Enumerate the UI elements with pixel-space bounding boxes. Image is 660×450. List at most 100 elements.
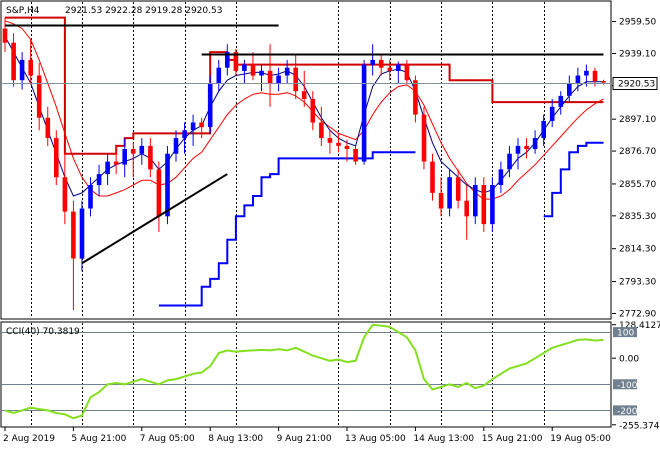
candle-body	[284, 67, 290, 76]
envelope-upper-segment	[5, 16, 604, 155]
trendline[interactable]	[81, 173, 228, 265]
candle-body	[558, 95, 564, 107]
candle-body	[455, 177, 461, 201]
candle-body	[575, 75, 581, 84]
price-tick-label: 2939.10	[619, 49, 656, 59]
candle-body	[490, 185, 495, 225]
candle-body	[139, 145, 145, 154]
price-tick-label: 2772.90	[619, 309, 656, 319]
candle-body	[45, 117, 51, 139]
cci-tick-label: -200	[617, 407, 638, 417]
candle-body	[165, 153, 170, 217]
candle-body	[71, 211, 76, 259]
candle-body	[62, 177, 68, 212]
cci-level-tag	[613, 379, 637, 390]
time-tick-label: 15 Aug 21:00	[482, 434, 543, 444]
candle-body	[267, 70, 273, 84]
time-tick-label: 9 Aug 21:00	[277, 434, 332, 444]
price-panel-border	[0, 0, 612, 320]
price-axis[interactable]: 2959.502939.102918.502897.102876.702855.…	[612, 18, 658, 320]
candle-body	[567, 83, 572, 96]
candle-body	[592, 70, 598, 81]
candle-body	[532, 138, 538, 150]
candle-body	[242, 64, 247, 71]
candle-body	[413, 80, 418, 115]
cci-tick-label: 0.00	[619, 355, 639, 365]
candle-body	[601, 81, 606, 83]
candle-body	[216, 67, 222, 84]
time-tick-label: 2 Aug 2019	[3, 434, 55, 444]
candle-body	[113, 161, 119, 165]
cci-label: CCI(40) 70.3819	[6, 327, 80, 337]
candle-body	[122, 149, 127, 165]
candle-body	[319, 122, 324, 139]
cci-level-tag	[613, 327, 637, 338]
candle-body	[473, 185, 478, 217]
candle-body	[387, 67, 393, 71]
candle-body	[250, 64, 256, 76]
time-tick-label: 7 Aug 05:00	[140, 434, 195, 444]
price-tick-label: 2876.70	[619, 147, 656, 157]
price-tick-label: 2793.30	[619, 278, 656, 288]
price-tick-label: 2814.30	[619, 245, 656, 255]
price-tick-label: 2897.10	[619, 115, 656, 125]
candle-body	[336, 142, 341, 146]
candle-body	[36, 75, 42, 118]
candle-body	[515, 145, 521, 154]
candle-body	[173, 138, 179, 154]
candle-body	[259, 70, 264, 76]
time-tick-label: 14 Aug 13:00	[413, 434, 474, 444]
candle-body	[481, 185, 487, 225]
candle-body	[96, 174, 102, 186]
candle-body	[148, 145, 153, 170]
current-price-tag	[612, 77, 658, 90]
time-axis[interactable]: 2 Aug 2019 5 Aug 21:00 7 Aug 05:00 8 Aug 13…	[3, 427, 611, 444]
candle-body	[199, 122, 204, 128]
candle-body	[79, 208, 85, 259]
cci-tick-label: 128.4127	[619, 321, 660, 331]
time-tick-label: 8 Aug 13:00	[208, 434, 263, 444]
time-tick-label: 19 Aug 05:00	[550, 434, 611, 444]
candle-body	[207, 83, 213, 128]
price-tick-label: 2835.30	[619, 212, 656, 222]
candle-body	[301, 91, 307, 99]
candle-body	[19, 59, 25, 81]
candle-body	[327, 138, 333, 143]
candle-body	[130, 149, 136, 154]
cci-tick-label: -100	[617, 381, 638, 391]
candle-body	[2, 28, 8, 43]
candle-body	[310, 99, 316, 123]
cci-tick-label: 100	[617, 329, 634, 339]
candle-body	[233, 52, 239, 71]
candle-body	[541, 120, 546, 139]
cci-level-tag	[613, 405, 637, 416]
price-panel[interactable]: S&P,H4 2921.53 2922.28 2919.28 2920.53	[0, 0, 612, 320]
cci-levels	[1, 332, 611, 411]
price-tick-label: 2959.50	[619, 18, 656, 28]
price-tick-label: 2855.70	[619, 180, 656, 190]
candle-body	[396, 64, 401, 71]
candle-body	[404, 64, 410, 81]
candle-body	[498, 169, 504, 185]
candle-body	[276, 75, 281, 84]
horizontal-lines[interactable]	[5, 24, 604, 56]
candle-body	[156, 169, 162, 217]
cci-panel[interactable]: CCI(40) 70.3819	[0, 321, 612, 428]
candle-body	[28, 59, 33, 76]
cci-tick-label: -255.3744	[619, 421, 660, 431]
envelope-upper-line	[5, 16, 604, 155]
chart-symbol: S&P,H4	[6, 6, 40, 16]
candle-body	[293, 67, 298, 92]
candle-body	[11, 42, 16, 81]
cci-series-line	[4, 323, 604, 420]
candle-body	[524, 145, 529, 149]
candle-body	[353, 149, 358, 162]
support-trendline[interactable]	[81, 173, 228, 265]
candle-body	[344, 145, 350, 149]
candle-body	[182, 130, 187, 139]
candle-body	[361, 64, 367, 162]
candle-body	[190, 122, 196, 131]
